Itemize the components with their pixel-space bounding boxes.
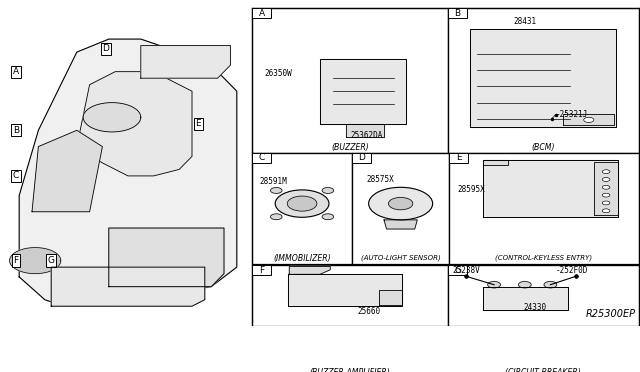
Text: (IMMOBILIZER): (IMMOBILIZER) xyxy=(273,254,331,263)
Polygon shape xyxy=(51,267,205,306)
Text: F: F xyxy=(13,256,19,265)
Polygon shape xyxy=(470,29,616,127)
Text: R25300EP: R25300EP xyxy=(586,309,636,318)
Circle shape xyxy=(287,196,317,211)
Circle shape xyxy=(584,117,594,122)
Bar xyxy=(252,153,352,264)
Bar xyxy=(448,8,639,153)
Circle shape xyxy=(322,187,333,193)
Circle shape xyxy=(388,198,413,210)
Text: G: G xyxy=(48,256,54,265)
Text: F: F xyxy=(259,266,264,275)
Circle shape xyxy=(369,187,433,220)
Polygon shape xyxy=(483,160,508,165)
Polygon shape xyxy=(19,39,237,306)
Text: -25321J: -25321J xyxy=(556,110,588,119)
Circle shape xyxy=(602,201,610,205)
Polygon shape xyxy=(483,160,618,217)
Circle shape xyxy=(602,177,610,182)
Polygon shape xyxy=(288,274,402,306)
Text: B: B xyxy=(13,126,19,135)
Text: A: A xyxy=(13,67,19,76)
Bar xyxy=(449,153,639,264)
Polygon shape xyxy=(83,103,141,132)
Text: C: C xyxy=(259,154,265,163)
Text: 28431: 28431 xyxy=(513,17,536,26)
Circle shape xyxy=(518,282,531,288)
Polygon shape xyxy=(109,228,224,287)
Text: (BUZZER): (BUZZER) xyxy=(332,143,369,153)
Bar xyxy=(448,8,467,18)
Polygon shape xyxy=(346,124,384,137)
Bar xyxy=(352,153,371,163)
Polygon shape xyxy=(384,220,417,229)
Polygon shape xyxy=(379,290,402,305)
Polygon shape xyxy=(289,266,330,274)
Circle shape xyxy=(602,209,610,213)
Text: (CONTROL-KEYLESS ENTRY): (CONTROL-KEYLESS ENTRY) xyxy=(495,254,593,261)
Bar xyxy=(449,153,468,163)
Bar xyxy=(448,266,639,372)
Polygon shape xyxy=(141,46,230,78)
Text: 25362DA: 25362DA xyxy=(351,131,383,140)
Circle shape xyxy=(275,190,329,217)
Text: D: D xyxy=(102,44,109,53)
Circle shape xyxy=(602,193,610,197)
Text: 25238V: 25238V xyxy=(452,266,480,275)
Text: D: D xyxy=(358,154,365,163)
Polygon shape xyxy=(77,72,192,176)
Circle shape xyxy=(602,170,610,174)
Bar xyxy=(252,266,271,275)
Polygon shape xyxy=(594,162,618,215)
Text: C: C xyxy=(13,171,19,180)
Circle shape xyxy=(488,282,500,288)
Polygon shape xyxy=(32,130,102,212)
Bar xyxy=(252,8,448,153)
Text: (AUTO-LIGHT SENSOR): (AUTO-LIGHT SENSOR) xyxy=(361,254,440,261)
Circle shape xyxy=(322,214,333,219)
Text: 25660: 25660 xyxy=(357,307,380,316)
Circle shape xyxy=(271,214,282,219)
Polygon shape xyxy=(483,287,568,310)
Text: (BCM): (BCM) xyxy=(532,143,555,153)
Text: (BUZZER-AMPLIFIER): (BUZZER-AMPLIFIER) xyxy=(310,368,390,372)
Text: G: G xyxy=(454,266,461,275)
Bar xyxy=(252,8,271,18)
Circle shape xyxy=(271,187,282,193)
Polygon shape xyxy=(563,114,614,125)
Bar xyxy=(252,153,271,163)
Bar xyxy=(352,153,449,264)
Text: E: E xyxy=(196,119,201,128)
Text: 28575X: 28575X xyxy=(366,175,394,184)
Text: -252F0D: -252F0D xyxy=(556,266,588,275)
Text: A: A xyxy=(259,9,265,17)
Bar xyxy=(252,266,448,372)
Text: 28595X: 28595X xyxy=(457,185,484,194)
Text: 24330: 24330 xyxy=(524,303,547,312)
Text: 26350W: 26350W xyxy=(264,69,292,78)
Polygon shape xyxy=(10,248,61,274)
Circle shape xyxy=(544,282,557,288)
Bar xyxy=(448,266,467,275)
Text: 28591M: 28591M xyxy=(260,177,287,186)
Text: (CIRCUIT BREAKER): (CIRCUIT BREAKER) xyxy=(506,368,581,372)
Circle shape xyxy=(602,185,610,189)
Text: E: E xyxy=(456,154,461,163)
Polygon shape xyxy=(320,59,406,124)
Text: B: B xyxy=(454,9,461,17)
